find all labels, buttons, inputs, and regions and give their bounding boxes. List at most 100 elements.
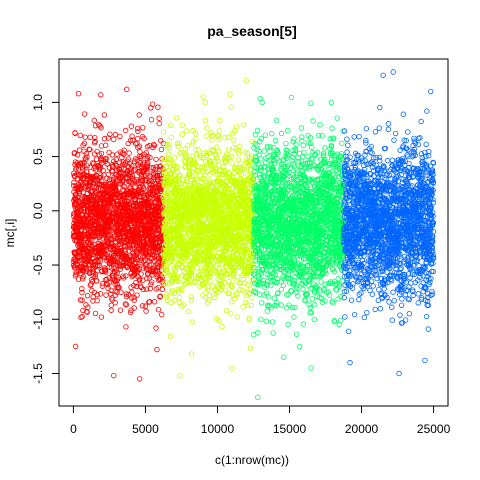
point (202, 117, 209, 124)
point (262, 132, 269, 138)
point (82, 266, 89, 272)
point (269, 130, 275, 137)
point (225, 147, 232, 153)
point (184, 143, 191, 149)
point (77, 132, 84, 139)
point (84, 163, 90, 169)
point (269, 319, 276, 325)
point (135, 128, 141, 135)
point (237, 143, 243, 149)
outlier-point (200, 94, 206, 100)
point (193, 135, 199, 142)
point (225, 134, 231, 141)
point (159, 286, 166, 293)
point (228, 104, 234, 110)
point (199, 169, 206, 175)
point (171, 155, 178, 161)
point (167, 122, 174, 128)
point (91, 160, 97, 167)
point (227, 91, 233, 97)
point (128, 123, 135, 129)
outlier-point (98, 92, 104, 98)
point (156, 120, 162, 127)
point (88, 248, 95, 255)
point (183, 128, 189, 134)
point (97, 172, 104, 178)
point (138, 271, 144, 277)
point (103, 292, 109, 298)
point (83, 156, 89, 163)
point (139, 125, 146, 131)
point (81, 163, 87, 169)
point (137, 149, 143, 155)
point (87, 181, 94, 187)
point (278, 302, 284, 308)
point (217, 117, 223, 124)
point (79, 285, 85, 292)
point (278, 130, 285, 137)
point (77, 264, 84, 271)
point (202, 99, 208, 105)
point (71, 170, 77, 177)
series-2 (160, 77, 257, 379)
point (216, 136, 222, 143)
point (143, 308, 149, 314)
point (112, 300, 118, 306)
point (261, 148, 267, 154)
point (228, 299, 235, 305)
point (86, 223, 92, 229)
point (283, 140, 289, 147)
point (101, 112, 108, 118)
points-layer (70, 69, 437, 401)
point (81, 140, 88, 147)
point (117, 133, 123, 140)
point (85, 304, 91, 310)
point (108, 307, 114, 313)
point (117, 307, 124, 313)
point (265, 294, 272, 300)
point (219, 323, 225, 330)
point (131, 305, 137, 311)
point (153, 156, 159, 163)
point (256, 291, 263, 297)
point (155, 306, 162, 313)
point (270, 330, 276, 336)
point (79, 297, 85, 303)
point (165, 151, 172, 157)
point (171, 297, 178, 303)
point (215, 148, 222, 154)
outlier-point (188, 351, 195, 357)
point (229, 160, 235, 166)
point (189, 319, 195, 325)
point (175, 143, 181, 149)
point (285, 127, 291, 134)
point (228, 311, 234, 317)
outlier-point (124, 86, 130, 93)
point (129, 289, 135, 295)
point (168, 134, 174, 141)
outlier-point (177, 372, 183, 379)
outlier-point (154, 346, 160, 353)
point (74, 197, 80, 203)
point (98, 178, 105, 184)
point (173, 115, 180, 121)
point (280, 282, 287, 289)
point (98, 125, 104, 131)
point (122, 127, 129, 134)
point (271, 295, 277, 301)
point (142, 303, 149, 309)
point (87, 146, 93, 153)
point (95, 164, 102, 170)
point (92, 163, 98, 170)
point (97, 291, 104, 297)
point (93, 156, 100, 162)
point (88, 208, 94, 215)
point (179, 131, 185, 137)
point (96, 234, 102, 241)
point (73, 191, 79, 197)
point (216, 128, 223, 134)
point (73, 183, 79, 189)
point (97, 174, 103, 181)
point (79, 289, 85, 296)
